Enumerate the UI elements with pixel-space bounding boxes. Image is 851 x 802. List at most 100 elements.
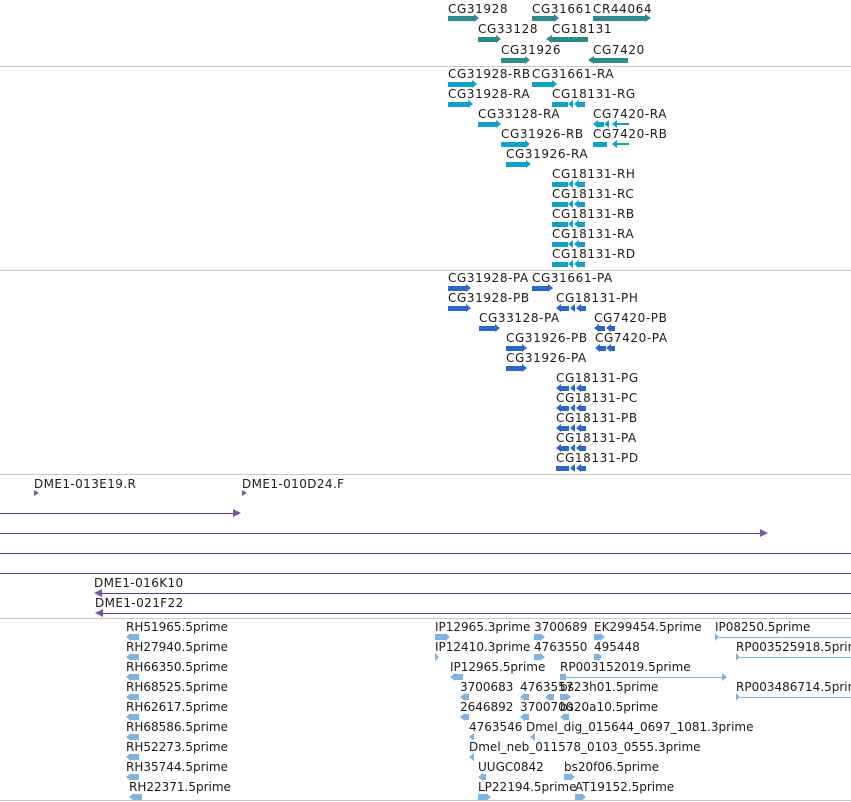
est-feature[interactable]: [435, 634, 445, 640]
est-label[interactable]: 495448: [594, 640, 640, 654]
est-label[interactable]: RP003486714.5prime: [736, 680, 851, 694]
est-feature[interactable]: [525, 694, 529, 700]
protein-feature[interactable]: [561, 406, 569, 411]
transcript-feature[interactable]: [478, 122, 496, 127]
clone-label[interactable]: DME1-010D24.F: [242, 477, 345, 491]
protein-feature[interactable]: [561, 386, 569, 391]
gene-label[interactable]: CR44064: [593, 2, 653, 16]
est-label[interactable]: AT19152.5prime: [575, 780, 675, 794]
transcript-feature[interactable]: [579, 102, 585, 107]
est-label[interactable]: IP12410.3prime: [435, 640, 531, 654]
est-feature[interactable]: [564, 774, 570, 780]
transcript-feature[interactable]: [552, 242, 568, 247]
transcript-feature[interactable]: [501, 142, 525, 147]
est-label[interactable]: 3700700: [520, 700, 574, 714]
protein-feature[interactable]: [581, 386, 586, 391]
transcript-label[interactable]: CG18131-RC: [552, 187, 635, 201]
protein-label[interactable]: CG33128-PA: [479, 311, 560, 325]
est-feature[interactable]: [131, 654, 139, 660]
est-feature[interactable]: [455, 674, 463, 680]
protein-feature[interactable]: [479, 326, 495, 331]
est-feature[interactable]: [131, 694, 139, 700]
gene-feature[interactable]: [532, 16, 554, 21]
gene-label[interactable]: CG31928: [448, 2, 509, 16]
gene-label[interactable]: CG31926: [501, 43, 562, 57]
protein-feature[interactable]: [599, 326, 605, 331]
protein-feature[interactable]: [611, 326, 615, 331]
est-feature[interactable]: [594, 654, 598, 660]
est-label[interactable]: RH35744.5prime: [126, 760, 228, 774]
transcript-label[interactable]: CG18131-RD: [552, 247, 636, 261]
protein-feature[interactable]: [448, 306, 466, 311]
protein-label[interactable]: CG31928-PB: [448, 291, 530, 305]
gene-feature[interactable]: [594, 58, 628, 63]
gene-label[interactable]: CG7420: [593, 43, 645, 57]
transcript-feature[interactable]: [552, 222, 568, 227]
transcript-feature[interactable]: [532, 82, 552, 87]
transcript-feature[interactable]: [598, 122, 604, 127]
est-feature[interactable]: [565, 714, 569, 720]
est-feature[interactable]: [575, 794, 581, 800]
est-feature[interactable]: [478, 794, 486, 800]
protein-feature[interactable]: [561, 306, 569, 311]
protein-feature[interactable]: [561, 426, 569, 431]
est-label[interactable]: 2646892: [460, 700, 514, 714]
est-label[interactable]: RH22371.5prime: [129, 780, 231, 794]
est-label[interactable]: LP22194.5prime: [478, 780, 577, 794]
est-label[interactable]: 4763546: [469, 720, 523, 734]
est-feature[interactable]: [740, 657, 851, 658]
transcript-feature[interactable]: [448, 102, 468, 107]
est-label[interactable]: RH51965.5prime: [126, 620, 228, 634]
gene-feature[interactable]: [448, 16, 474, 21]
est-label[interactable]: RH62617.5prime: [126, 700, 228, 714]
est-label[interactable]: RP003525918.5prime: [736, 640, 851, 654]
transcript-label[interactable]: CG18131-RA: [552, 227, 635, 241]
transcript-feature[interactable]: [579, 222, 585, 227]
est-label[interactable]: 3700689: [534, 620, 588, 634]
est-feature[interactable]: [131, 634, 139, 640]
transcript-label[interactable]: CG7420-RA: [593, 107, 668, 121]
gene-label[interactable]: CG31661: [532, 2, 593, 16]
est-feature[interactable]: [483, 774, 486, 780]
est-label[interactable]: EK299454.5prime: [594, 620, 702, 634]
gene-feature[interactable]: [478, 37, 496, 42]
est-feature[interactable]: [131, 774, 139, 780]
transcript-label[interactable]: CG31661-RA: [532, 67, 615, 81]
gene-feature[interactable]: [593, 16, 645, 21]
est-feature[interactable]: [560, 694, 566, 700]
protein-feature[interactable]: [561, 446, 569, 451]
est-label[interactable]: 3700683: [460, 680, 514, 694]
protein-feature[interactable]: [581, 466, 586, 471]
transcript-feature[interactable]: [506, 162, 526, 167]
est-label[interactable]: RH68525.5prime: [126, 680, 228, 694]
protein-label[interactable]: CG7420-PA: [595, 331, 668, 345]
gene-label[interactable]: CG18131: [552, 22, 613, 36]
transcript-feature[interactable]: [552, 102, 568, 107]
est-feature[interactable]: [131, 734, 139, 740]
est-label[interactable]: IP08250.5prime: [715, 620, 811, 634]
transcript-feature[interactable]: [593, 142, 607, 147]
protein-label[interactable]: CG31926-PA: [506, 351, 587, 365]
gene-feature[interactable]: [552, 37, 588, 42]
est-label[interactable]: RH66350.5prime: [126, 660, 228, 674]
transcript-feature[interactable]: [552, 262, 568, 267]
protein-label[interactable]: CG18131-PC: [556, 391, 638, 405]
clone-label[interactable]: DME1-013E19.R: [34, 477, 137, 491]
est-feature[interactable]: [465, 714, 469, 720]
transcript-feature[interactable]: [448, 82, 472, 87]
protein-feature[interactable]: [506, 366, 522, 371]
transcript-feature[interactable]: [579, 242, 585, 247]
clone-feature[interactable]: [101, 593, 851, 594]
protein-label[interactable]: CG18131-PB: [556, 411, 638, 425]
transcript-feature[interactable]: [579, 202, 585, 207]
est-label[interactable]: bs23h01.5prime: [560, 680, 659, 694]
transcript-feature[interactable]: [617, 143, 629, 145]
est-feature[interactable]: [740, 697, 851, 698]
clone-feature[interactable]: [0, 553, 851, 554]
est-label[interactable]: RH27940.5prime: [126, 640, 228, 654]
est-feature[interactable]: [560, 674, 566, 680]
protein-feature[interactable]: [556, 466, 569, 471]
transcript-feature[interactable]: [579, 262, 585, 267]
est-feature[interactable]: [131, 674, 139, 680]
protein-feature[interactable]: [581, 426, 586, 431]
